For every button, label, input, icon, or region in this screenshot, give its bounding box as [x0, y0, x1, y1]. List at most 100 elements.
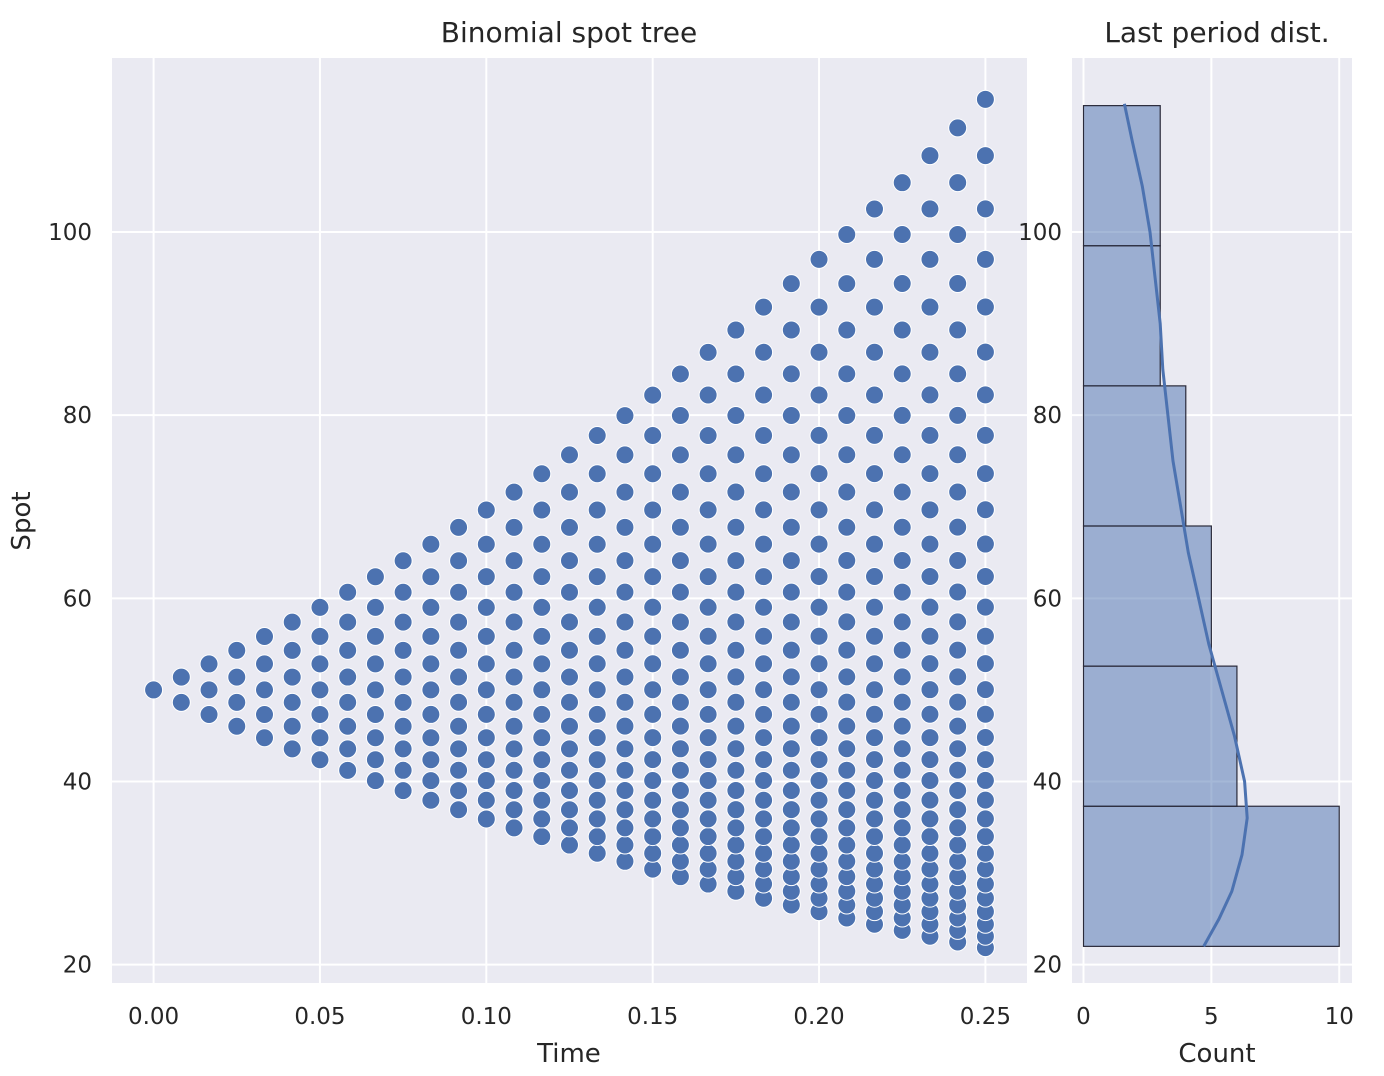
tree-node-point	[643, 704, 663, 724]
tree-node-point	[587, 534, 607, 554]
tree-node-point	[948, 612, 968, 632]
tree-node-point	[865, 654, 884, 674]
tree-node-point	[365, 680, 385, 700]
tree-node-point	[837, 739, 857, 759]
tree-node-point	[948, 274, 968, 294]
tree-node-point	[615, 517, 635, 537]
tree-node-point	[809, 500, 829, 520]
tree-node-point	[754, 626, 774, 646]
tree-node-point	[892, 716, 912, 736]
tree-node-point	[920, 654, 940, 674]
tree-node-point	[809, 534, 829, 554]
histogram-bar	[1082, 385, 1187, 527]
tree-node-point	[837, 835, 857, 855]
tree-node-point	[643, 680, 663, 700]
tree-node-point	[670, 551, 690, 571]
histogram-title: Last period dist.	[1104, 16, 1329, 49]
tree-node-point	[504, 582, 524, 602]
tree-node-point	[837, 364, 857, 384]
tree-node-point	[892, 851, 912, 871]
tree-node-point	[754, 297, 774, 317]
tree-node-point	[781, 445, 801, 465]
tree-node-point	[643, 809, 663, 829]
tree-node-point	[615, 640, 635, 660]
tree-node-point	[809, 859, 829, 879]
tree-node-point	[865, 464, 884, 484]
tree-node-point	[504, 781, 524, 801]
tree-node-point	[504, 800, 524, 820]
tree-node-point	[948, 739, 968, 759]
tree-node-point	[476, 790, 496, 810]
tree-node-point	[476, 680, 496, 700]
tree-node-point	[892, 818, 912, 838]
tree-node-point	[365, 567, 385, 587]
tree-node-point	[532, 704, 552, 724]
tree-node-point	[698, 859, 718, 879]
tree-node-point	[920, 249, 940, 269]
tree-node-point	[504, 640, 524, 660]
tree-node-point	[476, 809, 496, 829]
histogram-y-tick-label: 60	[1033, 586, 1062, 612]
tree-node-point	[865, 827, 884, 847]
tree-y-tick-label: 100	[48, 220, 92, 246]
tree-node-point	[975, 297, 995, 317]
tree-node-point	[643, 827, 663, 847]
tree-node-point	[365, 626, 385, 646]
tree-node-point	[338, 692, 358, 712]
tree-y-tick-label: 40	[63, 770, 92, 796]
tree-node-point	[615, 716, 635, 736]
tree-node-point	[449, 640, 469, 660]
tree-node-point	[809, 843, 829, 863]
tree-node-point	[892, 173, 912, 193]
tree-node-point	[781, 780, 801, 800]
tree-node-point	[587, 626, 607, 646]
tree-node-point	[975, 425, 995, 445]
tree-node-point	[698, 464, 718, 484]
tree-node-point	[643, 771, 663, 791]
tree-node-point	[892, 551, 912, 571]
tree-node-point	[726, 835, 746, 855]
tree-node-point	[837, 445, 857, 465]
tree-node-point	[920, 750, 940, 770]
tree-node-point	[975, 750, 995, 770]
tree-node-point	[975, 566, 995, 586]
tree-node-point	[781, 640, 801, 660]
tree-node-point	[809, 680, 829, 700]
tree-node-point	[781, 612, 801, 632]
tree-node-point	[809, 704, 829, 724]
tree-node-point	[754, 654, 774, 674]
tree-node-point	[476, 534, 496, 554]
tree-node-point	[975, 654, 995, 674]
tree-node-point	[282, 739, 302, 759]
tree-node-point	[199, 705, 219, 725]
tree-node-point	[421, 597, 441, 617]
tree-node-point	[726, 517, 746, 537]
tree-node-point	[920, 597, 940, 617]
tree-node-point	[393, 612, 413, 632]
tree-node-point	[255, 704, 274, 724]
tree-node-point	[504, 551, 524, 571]
tree-node-point	[837, 667, 857, 687]
histogram-x-axis-label: Count	[1178, 1039, 1255, 1069]
tree-node-point	[781, 551, 801, 571]
tree-node-point	[670, 445, 690, 465]
tree-node-point	[476, 626, 496, 646]
tree-node-point	[449, 739, 469, 759]
tree-node-point	[670, 800, 690, 820]
tree-node-point	[754, 567, 774, 587]
tree-node-point	[643, 567, 663, 587]
tree-node-point	[920, 770, 940, 790]
tree-node-point	[920, 567, 940, 587]
tree-node-point	[171, 667, 191, 687]
tree-node-point	[948, 780, 968, 800]
tree-node-point	[920, 342, 940, 362]
tree-node-point	[948, 405, 968, 425]
tree-node-point	[754, 750, 774, 770]
tree-node-point	[975, 843, 995, 863]
tree-node-point	[587, 827, 607, 847]
tree-node-point	[532, 654, 552, 674]
tree-node-point	[449, 760, 469, 780]
tree-node-point	[698, 425, 718, 445]
tree-node-point	[975, 826, 995, 846]
